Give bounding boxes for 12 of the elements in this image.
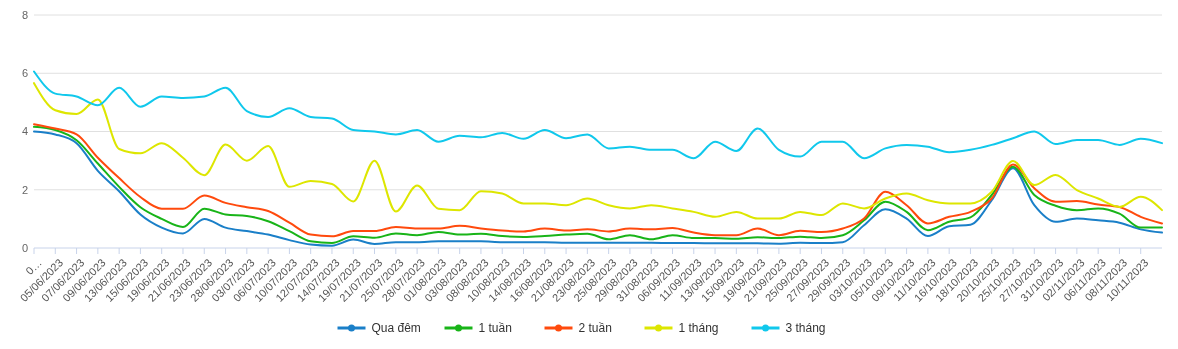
legend-label: 2 tuần [578,321,612,336]
legend-label: 1 tháng [678,321,719,336]
y-tick-label: 6 [21,67,28,80]
y-tick-label: 8 [21,8,28,21]
legend-label: 3 tháng [785,321,826,336]
legend-label: 1 tuần [478,321,512,336]
legend-label: Qua đêm [371,321,421,336]
y-tick-label: 0 [21,241,28,254]
line-series [33,82,1163,220]
line-series [33,70,1163,160]
y-tick-label: 4 [21,125,28,138]
y-tick-label: 2 [21,183,28,196]
